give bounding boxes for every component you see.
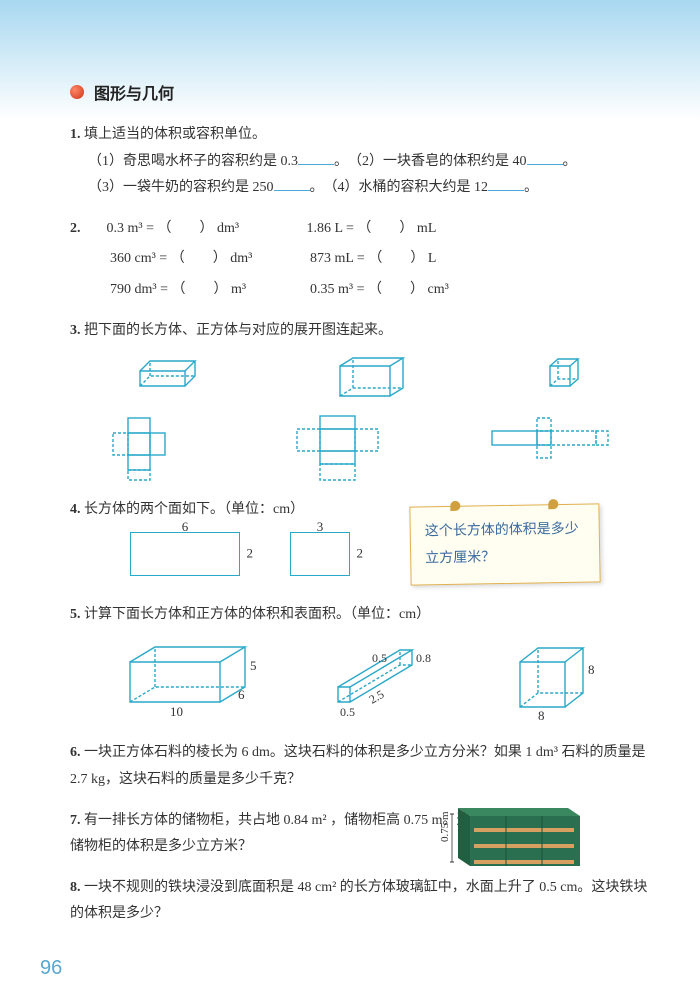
q1-p2c: 。 — [524, 180, 538, 195]
q5-fig3: 8 8 — [510, 642, 620, 722]
q5-fig2: 0.5 2.5 0.8 0.5 — [330, 642, 450, 722]
blank — [488, 177, 524, 191]
dim: 2 — [357, 541, 364, 566]
q7-num: 7. — [70, 813, 81, 828]
question-8: 8. 一块不规则的铁块浸没到底面积是 48 cm² 的长方体玻璃缸中，水面上升了… — [70, 875, 650, 928]
q4-note-text: 这个长方体的体积是多少立方厘米？ — [425, 522, 579, 566]
dim: 6 — [238, 687, 245, 702]
net-1 — [108, 413, 208, 483]
q4-num: 4. — [70, 502, 81, 517]
q8-text: 一块不规则的铁块浸没到底面积是 48 cm² 的长方体玻璃缸中，水面上升了 0.… — [70, 880, 647, 922]
q5-num: 5. — [70, 607, 81, 622]
q3-num: 3. — [70, 323, 81, 338]
q6-text: 一块正方体石料的棱长为 6 dm。这块石料的体积是多少立方分米？如果 1 dm³… — [70, 745, 645, 787]
q1-p1c: 。 — [563, 154, 577, 169]
solid-2 — [335, 356, 415, 401]
net-2 — [285, 413, 405, 483]
q1-p1b: 。 （2）一块香皂的体积约是 40 — [334, 154, 527, 169]
q3-nets — [70, 413, 650, 483]
dim: 5 — [250, 658, 257, 673]
cabinet-figure: 0.75 m — [440, 804, 590, 874]
solid-1 — [135, 356, 205, 396]
q8-num: 8. — [70, 880, 81, 895]
dim: 8 — [538, 708, 545, 723]
net-3 — [482, 413, 612, 473]
dim: 6 — [182, 515, 189, 540]
q4-face1: 6 2 — [130, 532, 240, 576]
cabinet-height: 0.75 m — [439, 811, 451, 842]
q5-figs: 10 6 5 0.5 2.5 0.8 0.5 8 8 — [90, 642, 650, 722]
q3-stem: 把下面的长方体、正方体与对应的展开图连起来。 — [84, 323, 392, 338]
question-4: 4. 长方体的两个面如下。（单位：cm） 这个长方体的体积是多少立方厘米？ 6 … — [70, 497, 650, 576]
question-3: 3. 把下面的长方体、正方体与对应的展开图连起来。 — [70, 318, 650, 484]
q5-fig1: 10 6 5 — [120, 642, 270, 722]
blank — [298, 151, 334, 165]
page-number: 96 — [40, 957, 62, 980]
q1-num: 1. — [70, 127, 81, 142]
q4-stem: 长方体的两个面如下。（单位：cm） — [84, 502, 304, 517]
q1-p2a: （3）一袋牛奶的容积约是 250 — [88, 180, 274, 195]
question-5: 5. 计算下面长方体和正方体的体积和表面积。（单位：cm） 10 6 5 0.5… — [70, 602, 650, 723]
blank — [274, 177, 310, 191]
section-title-text: 图形与几何 — [94, 80, 174, 104]
dim: 2 — [247, 541, 254, 566]
solid-3 — [545, 356, 585, 391]
q2-r1: 873 mL = （ ） L — [310, 246, 510, 273]
dim: 10 — [170, 704, 183, 719]
q2-l2: 790 dm³ = （ ） m³ — [110, 277, 310, 304]
q3-solids — [70, 356, 650, 401]
dim: 0.5 — [372, 651, 387, 665]
dim: 3 — [317, 515, 324, 540]
q4-note: 这个长方体的体积是多少立方厘米？ — [409, 504, 600, 586]
q2-r0: 1.86 L = （ ） mL — [307, 216, 507, 243]
question-7: 7. 有一排长方体的储物柜，共占地 0.84 m² ，储物柜高 0.75 m。这… — [70, 808, 650, 861]
dim: 0.8 — [416, 651, 431, 665]
q2-l1: 360 cm³ = （ ） dm³ — [110, 246, 310, 273]
section-title: 图形与几何 — [70, 80, 650, 104]
bullet-icon — [70, 85, 84, 99]
q4-face2: 3 2 — [290, 532, 350, 576]
q2-num: 2. — [70, 216, 81, 243]
blank — [527, 151, 563, 165]
q1-stem: 填上适当的体积或容积单位。 — [84, 127, 266, 142]
q1-p1a: （1）奇思喝水杯子的容积约是 0.3 — [88, 154, 298, 169]
q2-r2: 0.35 m³ = （ ） cm³ — [310, 277, 510, 304]
question-2: 2. 0.3 m³ = （ ） dm³ 1.86 L = （ ） mL 360 … — [70, 216, 650, 304]
question-1: 1. 填上适当的体积或容积单位。 （1）奇思喝水杯子的容积约是 0.3 。 （2）… — [70, 122, 650, 202]
q5-stem: 计算下面长方体和正方体的体积和表面积。（单位：cm） — [84, 607, 430, 622]
q2-l0: 0.3 m³ = （ ） dm³ — [107, 216, 307, 243]
dim: 8 — [588, 662, 595, 677]
question-6: 6. 一块正方体石料的棱长为 6 dm。这块石料的体积是多少立方分米？如果 1 … — [70, 740, 650, 793]
q6-num: 6. — [70, 745, 81, 760]
q7-text: 有一排长方体的储物柜，共占地 0.84 m² ，储物柜高 0.75 m。这排储物… — [70, 813, 484, 855]
dim: 0.5 — [340, 705, 355, 719]
q1-p2b: 。 （4）水桶的容积大约是 12 — [310, 180, 489, 195]
